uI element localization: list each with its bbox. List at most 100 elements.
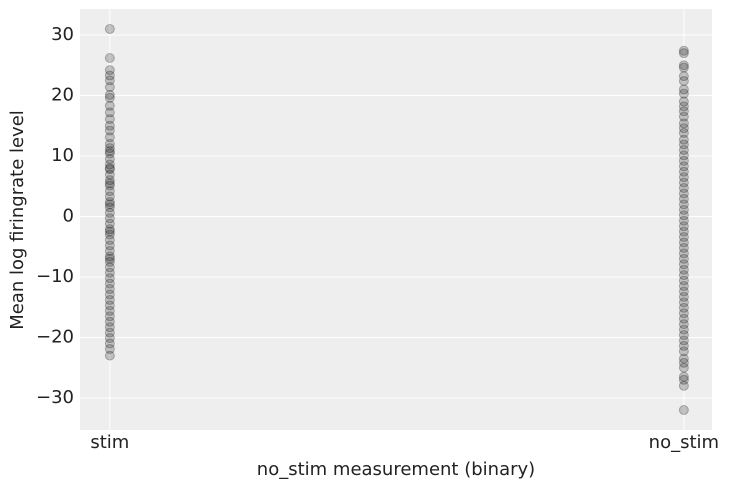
point xyxy=(678,45,689,56)
point xyxy=(104,178,115,189)
point xyxy=(104,253,115,264)
point xyxy=(104,107,115,118)
point xyxy=(104,289,115,300)
point xyxy=(104,196,115,207)
point xyxy=(104,343,115,354)
plot-area xyxy=(80,9,712,430)
point xyxy=(678,161,689,172)
point xyxy=(678,150,689,161)
point xyxy=(678,221,689,232)
point xyxy=(678,346,689,357)
point xyxy=(104,132,115,143)
point xyxy=(104,114,115,125)
point xyxy=(678,84,689,95)
point xyxy=(678,335,689,346)
point xyxy=(678,308,689,319)
point xyxy=(678,319,689,330)
point xyxy=(104,75,115,86)
point xyxy=(104,245,115,256)
point xyxy=(104,125,115,136)
point xyxy=(104,235,115,246)
point xyxy=(678,242,689,253)
point xyxy=(104,202,115,213)
point xyxy=(678,193,689,204)
point xyxy=(678,340,689,351)
point xyxy=(678,232,689,243)
point xyxy=(104,180,115,191)
point xyxy=(678,96,689,107)
point xyxy=(678,177,689,188)
point xyxy=(678,166,689,177)
point xyxy=(104,164,115,175)
point xyxy=(678,48,689,59)
point xyxy=(678,259,689,270)
point xyxy=(104,284,115,295)
y-tick-label: 10 xyxy=(51,145,74,166)
point xyxy=(678,253,689,264)
point xyxy=(104,350,115,361)
point xyxy=(104,89,115,100)
point xyxy=(104,23,115,34)
point xyxy=(104,251,115,262)
point xyxy=(678,380,689,391)
point xyxy=(104,120,115,131)
point xyxy=(678,60,689,71)
point xyxy=(678,88,689,99)
point xyxy=(678,199,689,210)
point xyxy=(678,128,689,139)
point xyxy=(678,353,689,364)
point xyxy=(678,362,689,373)
point xyxy=(678,264,689,275)
point xyxy=(104,70,115,81)
point xyxy=(678,172,689,183)
point xyxy=(104,65,115,76)
point xyxy=(678,210,689,221)
point xyxy=(104,333,115,344)
point xyxy=(678,357,689,368)
point xyxy=(104,262,115,273)
x-tick-label: no_stim xyxy=(649,432,719,453)
point xyxy=(678,75,689,86)
point xyxy=(104,138,115,149)
point xyxy=(104,154,115,165)
point xyxy=(104,100,115,111)
y-tick-label: −10 xyxy=(36,266,74,287)
point xyxy=(104,207,115,218)
point xyxy=(104,213,115,224)
point xyxy=(104,338,115,349)
point xyxy=(678,183,689,194)
point xyxy=(104,148,115,159)
point xyxy=(678,134,689,145)
point xyxy=(678,286,689,297)
point xyxy=(104,146,115,157)
point xyxy=(104,240,115,251)
point xyxy=(678,188,689,199)
point xyxy=(104,159,115,170)
point xyxy=(678,275,689,286)
point xyxy=(104,218,115,229)
point xyxy=(104,169,115,180)
point xyxy=(104,311,115,322)
point xyxy=(678,144,689,155)
point xyxy=(104,267,115,278)
point xyxy=(678,324,689,335)
point xyxy=(678,118,689,129)
point xyxy=(104,191,115,202)
y-tick-label: −30 xyxy=(36,387,74,408)
point xyxy=(678,405,689,416)
point xyxy=(104,163,115,174)
point xyxy=(104,52,115,63)
point xyxy=(678,270,689,281)
x-axis-label: no_stim measurement (binary) xyxy=(257,459,535,480)
point xyxy=(678,71,689,82)
y-tick-label: 30 xyxy=(51,24,74,45)
point xyxy=(678,302,689,313)
point xyxy=(104,327,115,338)
point xyxy=(678,101,689,112)
y-axis-label: Mean log firingrate level xyxy=(7,110,28,330)
y-tick-label: 20 xyxy=(51,84,74,105)
point xyxy=(678,123,689,134)
point xyxy=(678,297,689,308)
point xyxy=(678,139,689,150)
